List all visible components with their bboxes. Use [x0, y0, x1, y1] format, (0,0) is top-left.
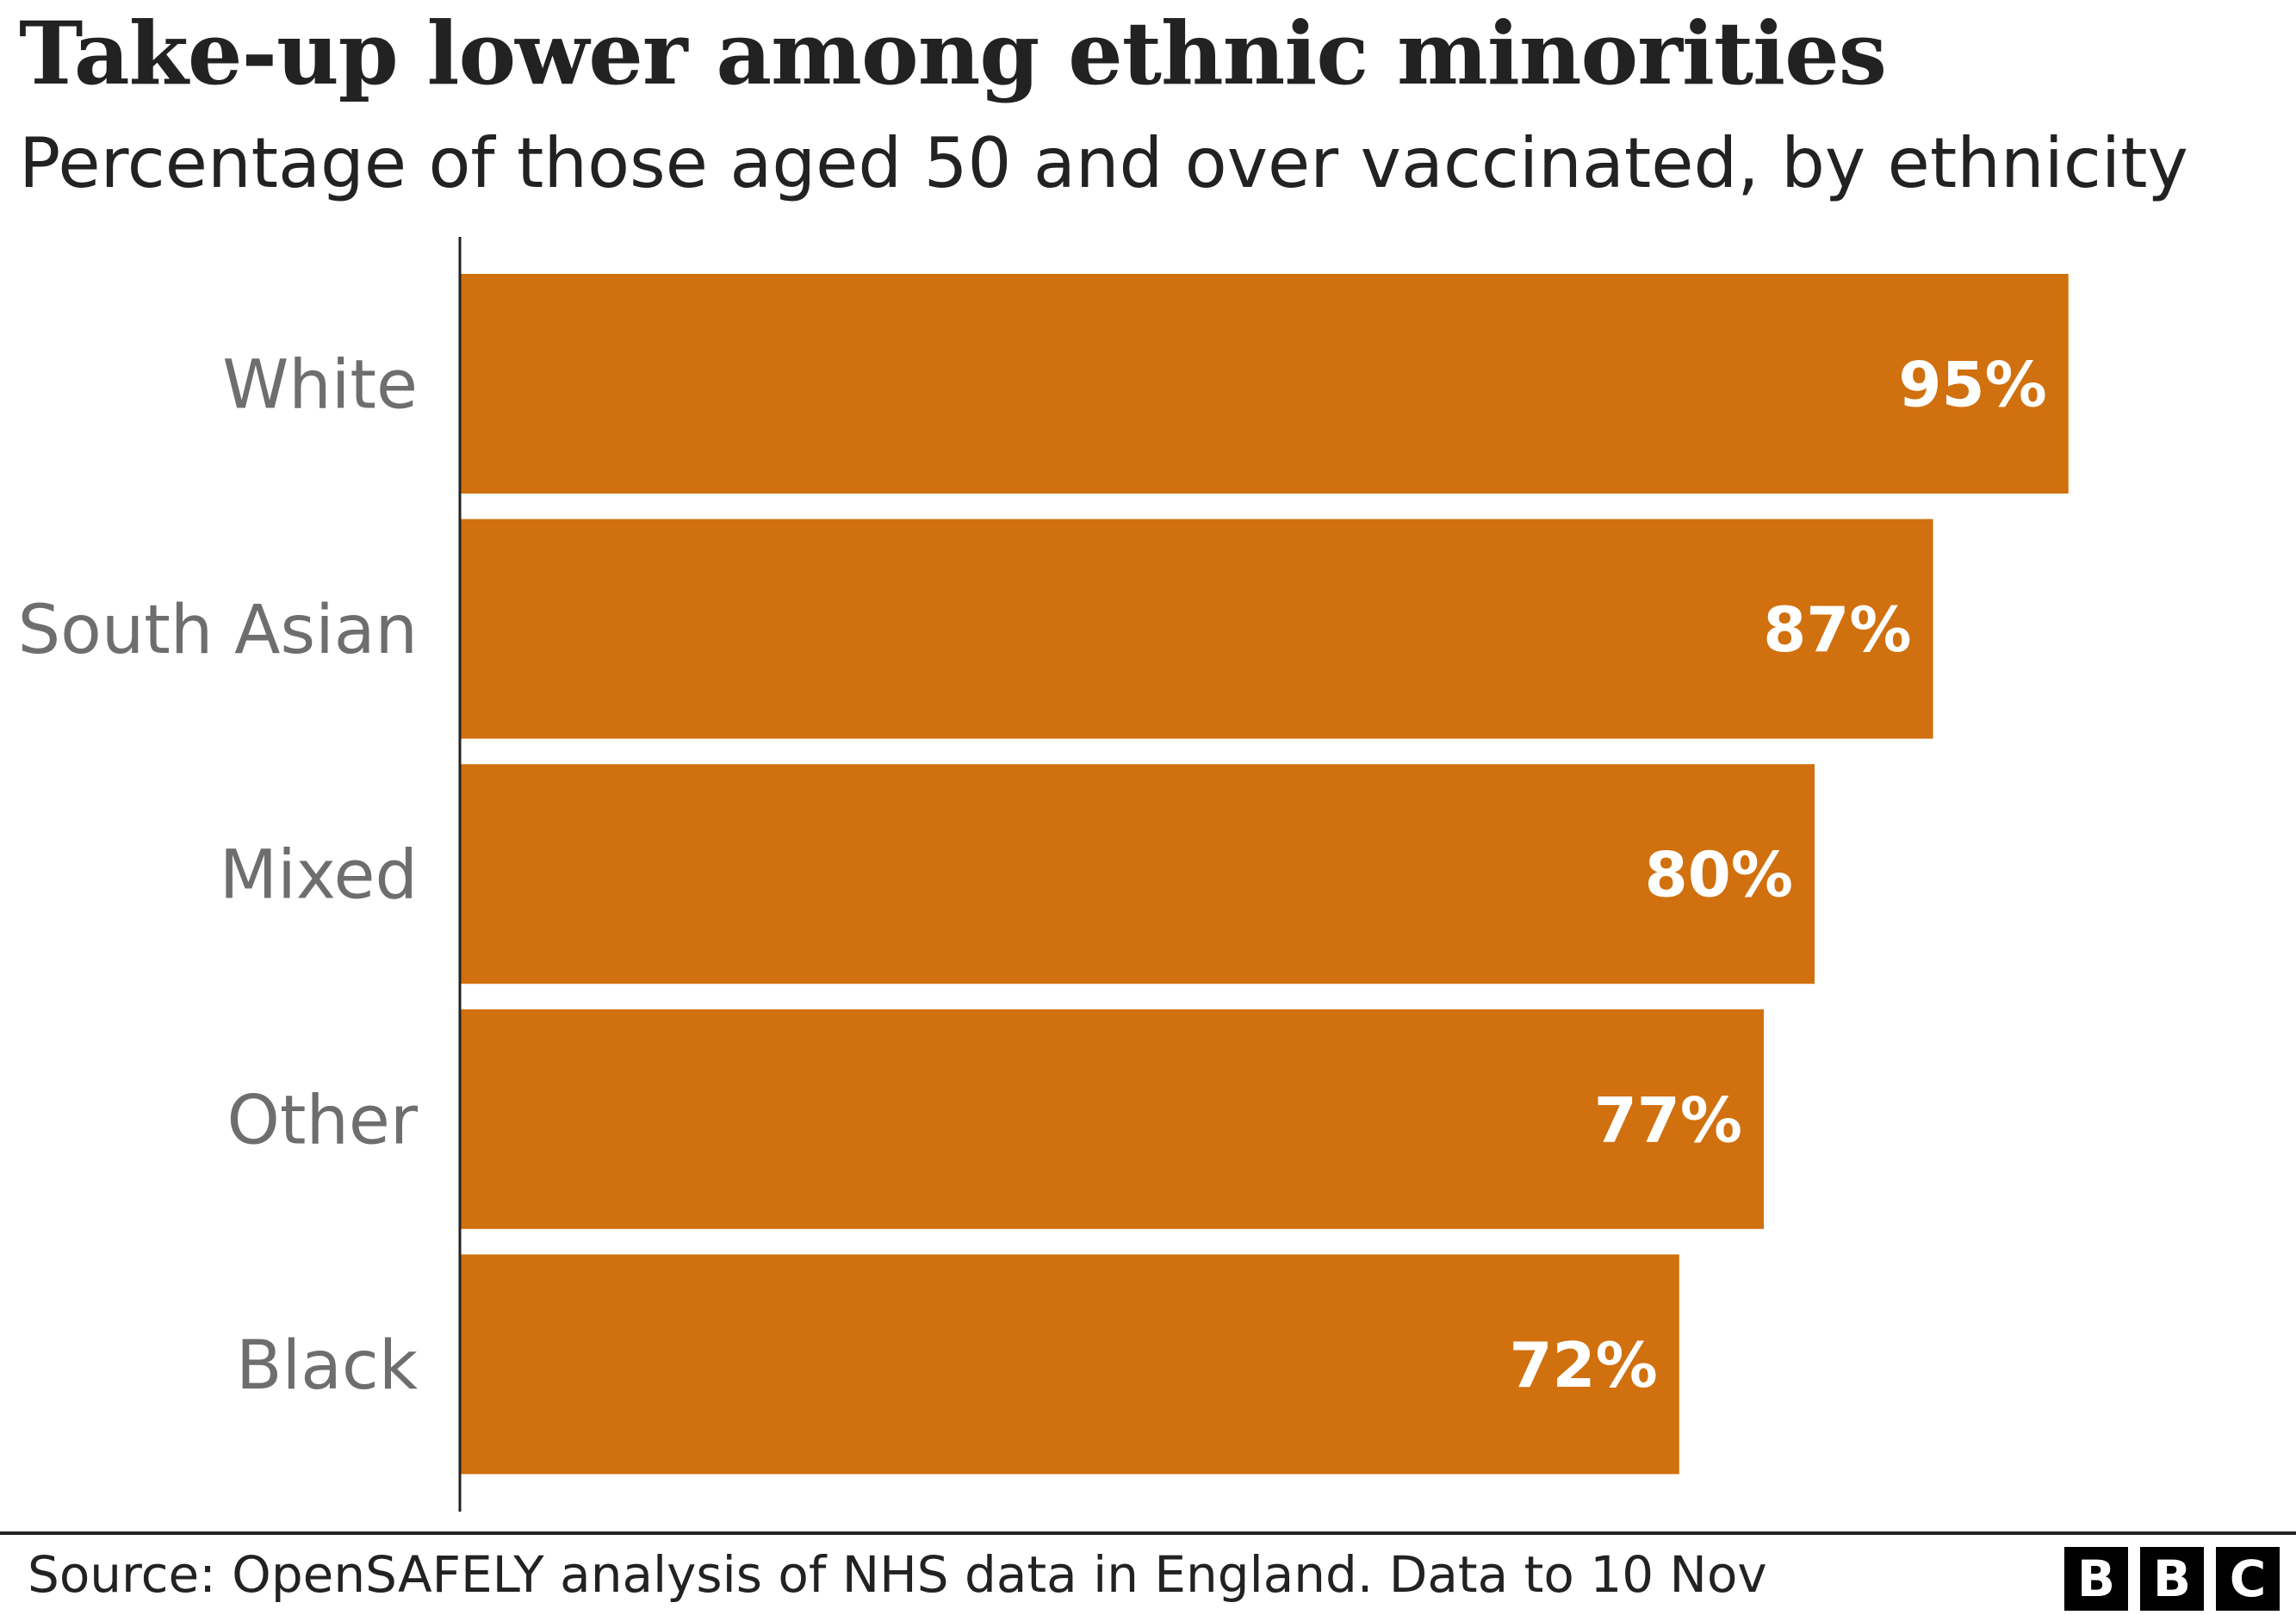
logo-letter-b1: B	[2064, 1547, 2128, 1611]
bar-other	[461, 1009, 1765, 1229]
category-label-other: Other	[227, 1082, 419, 1159]
logo-letter-c: C	[2216, 1547, 2280, 1611]
value-label-other: 77%	[1594, 1084, 1742, 1156]
category-label-white: White	[222, 347, 418, 425]
logo-letter-b2: B	[2140, 1547, 2204, 1611]
bar-black	[461, 1254, 1679, 1475]
source-note: Source: OpenSAFELY analysis of NHS data …	[28, 1545, 1767, 1604]
value-label-south-asian: 87%	[1763, 593, 1911, 666]
category-label-mixed: Mixed	[220, 837, 418, 915]
chart-title: Take-up lower among ethnic minorities	[19, 3, 1887, 104]
value-label-mixed: 80%	[1645, 839, 1793, 911]
value-label-black: 72%	[1509, 1329, 1657, 1401]
bar-south-asian	[461, 519, 1933, 739]
bbc-logo: B B C	[2064, 1547, 2280, 1611]
value-label-white: 95%	[1898, 349, 2046, 421]
footer-divider	[0, 1531, 2296, 1535]
category-label-south-asian: South Asian	[18, 592, 418, 669]
bar-chart: White 95% South Asian 87% Mixed 80% Other 77% Bl…	[18, 237, 2069, 1512]
bar-white	[461, 274, 2069, 494]
chart-subtitle: Percentage of those aged 50 and over vac…	[19, 123, 2188, 203]
bar-mixed	[461, 764, 1815, 985]
category-label-black: Black	[236, 1327, 418, 1405]
